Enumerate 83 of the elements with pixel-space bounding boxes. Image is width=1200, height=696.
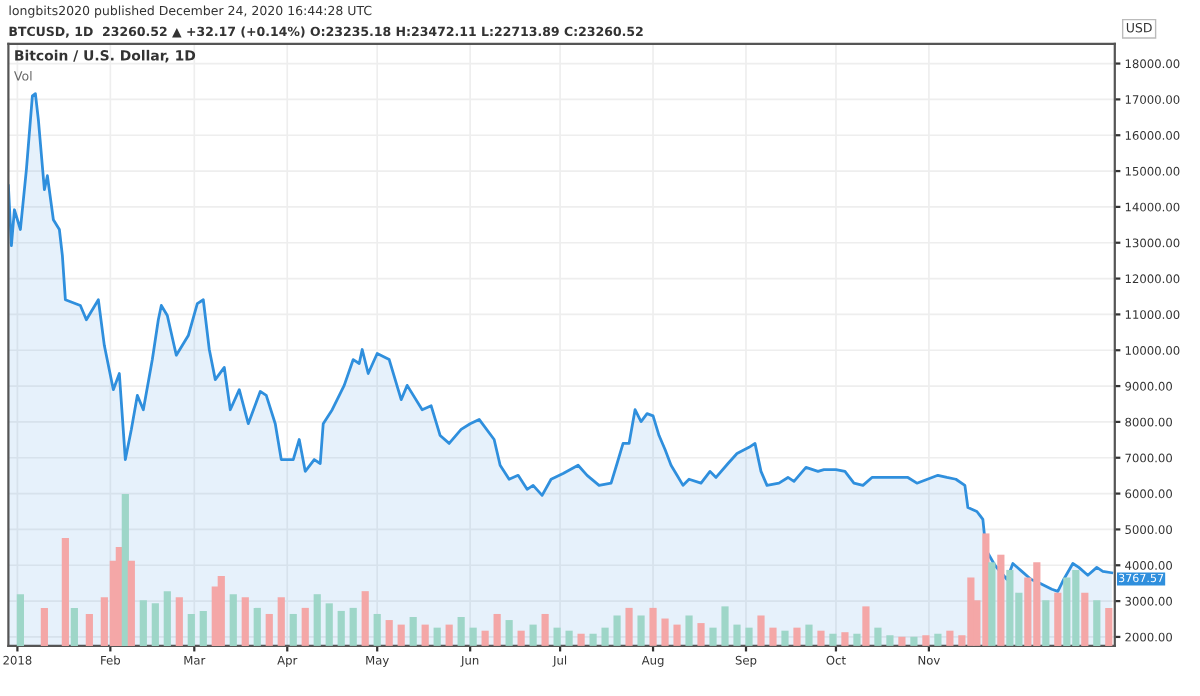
bar [433, 627, 441, 646]
bar [1105, 607, 1113, 646]
bar [40, 607, 48, 646]
bar [589, 633, 597, 646]
bar [289, 613, 297, 646]
bar [187, 613, 195, 646]
bar [409, 617, 417, 646]
bar [922, 635, 930, 646]
bar [649, 607, 657, 646]
bar [946, 630, 954, 646]
bar [457, 617, 465, 646]
bar [817, 630, 825, 646]
bar [529, 624, 537, 646]
bar [637, 615, 645, 646]
bar [841, 632, 849, 646]
bar [277, 597, 285, 646]
bar [565, 630, 573, 646]
bar [199, 610, 207, 646]
bar [625, 607, 633, 646]
bar [505, 620, 513, 646]
bar [16, 594, 24, 646]
bar [613, 615, 621, 646]
bar [757, 615, 765, 646]
bar [709, 627, 717, 646]
bar [493, 613, 501, 646]
bar [217, 575, 225, 646]
bar [373, 613, 381, 646]
bar [829, 633, 837, 646]
bar [163, 591, 171, 646]
bar [421, 624, 429, 646]
bar [1042, 600, 1050, 646]
bar [781, 630, 789, 646]
bar [745, 627, 753, 646]
bar [685, 615, 693, 646]
bar [349, 607, 357, 646]
bar [697, 623, 705, 646]
bar [325, 603, 333, 646]
bar [733, 624, 741, 646]
bar [1063, 577, 1071, 646]
bar [85, 613, 93, 646]
bar [553, 627, 561, 646]
bar [1006, 569, 1014, 646]
bar [862, 606, 870, 646]
bar [265, 613, 273, 646]
bar [517, 630, 525, 646]
bar [229, 594, 237, 646]
bar [1081, 592, 1089, 646]
bar [934, 633, 942, 646]
bar [874, 627, 882, 646]
bar [898, 636, 906, 646]
bar [445, 624, 453, 646]
bar [793, 627, 801, 646]
bar [127, 560, 135, 646]
bar [541, 613, 549, 646]
bar [253, 607, 261, 646]
bar [241, 597, 249, 646]
bar [577, 633, 585, 646]
bar [601, 627, 609, 646]
bar [361, 591, 369, 646]
bar [886, 635, 894, 646]
bar [469, 627, 477, 646]
bar [1054, 592, 1062, 646]
bar [997, 554, 1005, 646]
bar [313, 594, 321, 646]
bar [61, 537, 69, 646]
bar [337, 610, 345, 646]
bar [385, 620, 393, 646]
bar [397, 624, 405, 646]
bar [301, 607, 309, 646]
bar [661, 618, 669, 646]
bar [673, 624, 681, 646]
bar [721, 606, 729, 646]
bar [910, 636, 918, 646]
bar [1093, 600, 1101, 646]
bar [805, 624, 813, 646]
bar [151, 603, 159, 646]
bar [175, 597, 183, 646]
bar [769, 627, 777, 646]
bar [70, 607, 78, 646]
bar [853, 633, 861, 646]
bar [988, 562, 996, 646]
bar [481, 630, 489, 646]
bar [139, 600, 147, 646]
